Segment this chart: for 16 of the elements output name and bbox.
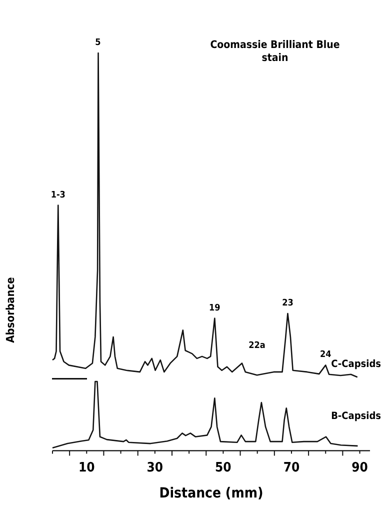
annotation: 1-3 [50, 190, 66, 200]
series-label: B-Capsids [331, 411, 381, 422]
chart-title: Coomassie Brilliant Blue stain [210, 39, 340, 64]
annotation: 5 [95, 38, 102, 48]
y-axis-title: Absorbance [4, 276, 17, 343]
annotation: 23 [282, 298, 294, 308]
annotation: 22a [248, 341, 266, 351]
annotation: 24 [320, 350, 332, 360]
series-label: C-Capsids [331, 359, 381, 370]
x-tick-label: 10 [78, 460, 95, 476]
x-tick-label: 50 [215, 460, 232, 476]
annotation: 19 [209, 303, 221, 314]
x-axis-title: Distance (mm) [159, 486, 264, 502]
x-tick-label: 70 [283, 460, 300, 476]
x-tick-label: 90 [352, 460, 368, 476]
x-tick-label: 30 [146, 460, 164, 476]
